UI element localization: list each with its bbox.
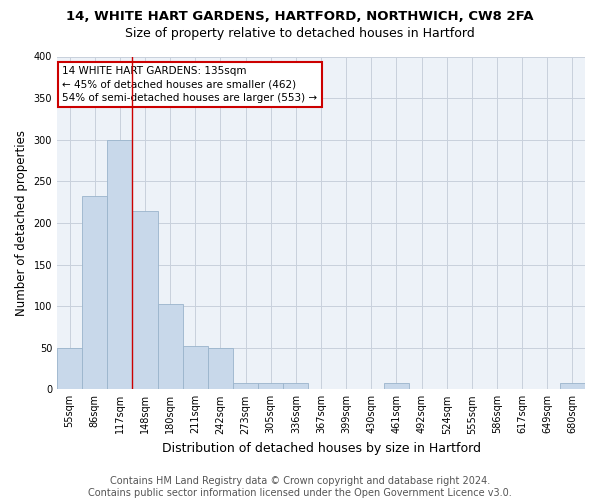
Text: Contains HM Land Registry data © Crown copyright and database right 2024.
Contai: Contains HM Land Registry data © Crown c… [88, 476, 512, 498]
Bar [384, 382, 409, 390]
Bar [133, 212, 158, 390]
Text: 14 WHITE HART GARDENS: 135sqm
← 45% of detached houses are smaller (462)
54% of : 14 WHITE HART GARDENS: 135sqm ← 45% of d… [62, 66, 317, 103]
Bar [107, 140, 133, 390]
Bar [158, 304, 183, 390]
Bar [560, 382, 585, 390]
Bar [233, 382, 258, 390]
Text: Size of property relative to detached houses in Hartford: Size of property relative to detached ho… [125, 28, 475, 40]
Bar [283, 382, 308, 390]
Bar [208, 348, 233, 390]
Bar [57, 348, 82, 390]
Bar [82, 196, 107, 390]
Text: 14, WHITE HART GARDENS, HARTFORD, NORTHWICH, CW8 2FA: 14, WHITE HART GARDENS, HARTFORD, NORTHW… [66, 10, 534, 23]
Y-axis label: Number of detached properties: Number of detached properties [15, 130, 28, 316]
Bar [183, 346, 208, 390]
Bar [258, 382, 283, 390]
X-axis label: Distribution of detached houses by size in Hartford: Distribution of detached houses by size … [161, 442, 481, 455]
